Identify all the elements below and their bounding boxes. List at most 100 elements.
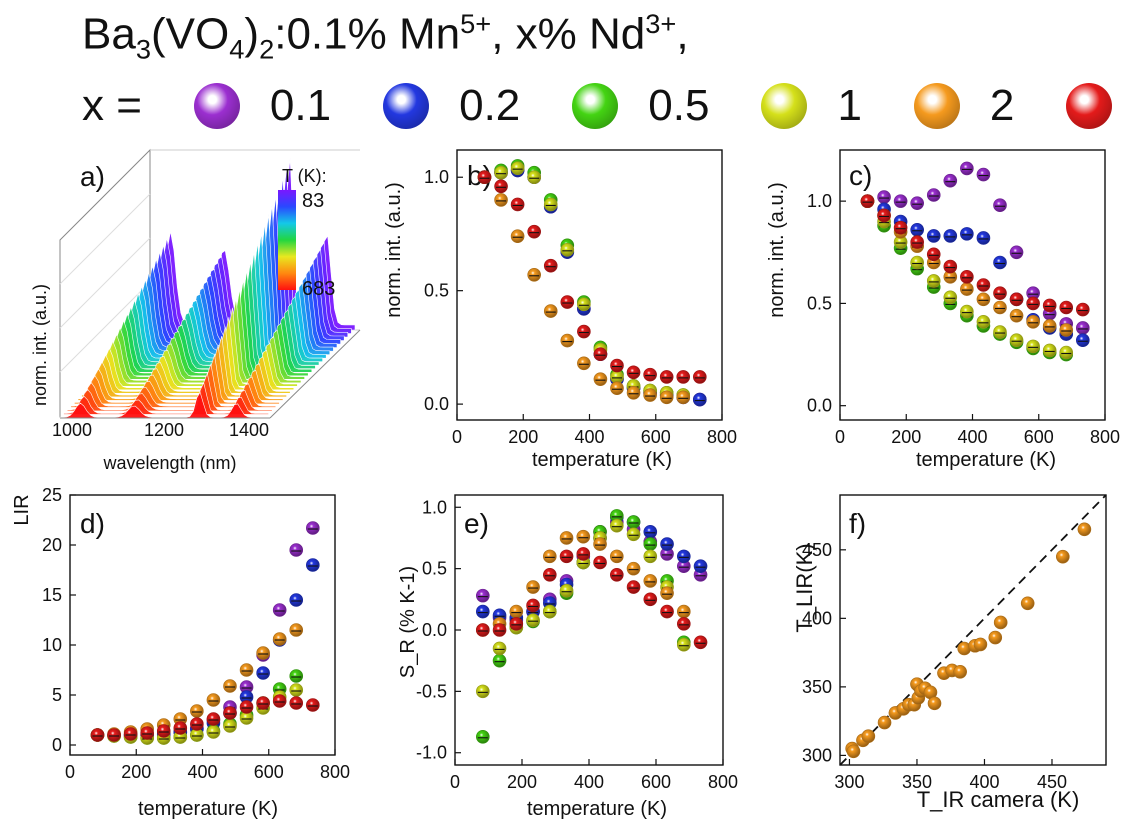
data-point xyxy=(173,721,188,735)
data-point xyxy=(256,646,270,660)
x-axis-title: wavelength (nm) xyxy=(102,453,236,473)
data-point xyxy=(509,604,524,619)
data-point xyxy=(543,304,558,318)
y-axis-title: LIR xyxy=(11,494,33,525)
legend-item: 0.5 xyxy=(520,81,709,131)
data-point xyxy=(492,623,507,637)
y-tick-label: -1.0 xyxy=(416,743,447,763)
x-tick-label: 0 xyxy=(835,427,845,447)
data-point xyxy=(476,604,490,619)
data-point xyxy=(877,190,891,204)
data-point xyxy=(476,623,490,637)
y-tick-label: 0.0 xyxy=(424,394,449,414)
data-point xyxy=(476,588,490,603)
y-axis-title: norm. int. (a.u.) xyxy=(766,182,788,318)
y-tick-label: 450 xyxy=(802,540,832,560)
legend-label: 0.2 xyxy=(459,81,521,130)
data-point xyxy=(610,518,624,533)
x-tick-label: 800 xyxy=(708,772,738,792)
x-tick-label: 200 xyxy=(121,762,151,782)
data-point xyxy=(659,370,674,384)
data-point xyxy=(877,715,892,730)
data-point xyxy=(239,700,254,714)
data-point xyxy=(993,286,1007,300)
data-point xyxy=(272,694,287,708)
panel-label: a) xyxy=(80,161,105,192)
data-point xyxy=(477,170,492,185)
legend-item: 1 xyxy=(709,81,862,131)
data-point xyxy=(1059,300,1074,315)
data-point xyxy=(677,549,691,564)
series-0.2 xyxy=(90,558,320,742)
x-tick-label: 200 xyxy=(507,772,537,792)
data-point xyxy=(960,270,974,284)
data-point xyxy=(543,604,557,619)
data-point xyxy=(560,295,575,309)
x-tick-label: 600 xyxy=(641,772,671,792)
data-point xyxy=(926,188,941,202)
data-point xyxy=(577,356,591,371)
data-point xyxy=(893,194,908,208)
data-point xyxy=(577,324,591,339)
legend-label: 1 xyxy=(837,81,862,130)
y-tick-label: 0.5 xyxy=(424,281,449,301)
data-point xyxy=(543,197,558,212)
data-point xyxy=(256,696,270,710)
data-point xyxy=(626,365,641,380)
panel-f: f) 300 350 400 450 300 350 400 450 xyxy=(802,494,1107,792)
data-point xyxy=(190,717,204,731)
data-point xyxy=(223,719,237,733)
data-point xyxy=(1009,245,1024,260)
y-axis-title: norm. int. (a.u.) xyxy=(383,182,405,318)
data-point xyxy=(559,549,574,564)
y-axis-title: S_R (% K-1) xyxy=(397,566,419,678)
data-point xyxy=(543,567,557,582)
x-tick-label: 400 xyxy=(574,427,604,447)
data-point xyxy=(1026,315,1040,329)
data-point xyxy=(494,165,508,180)
data-point xyxy=(626,527,641,542)
data-point xyxy=(593,537,607,551)
spectrum-ridge xyxy=(59,391,266,419)
data-point xyxy=(677,617,691,631)
x-tick-label: 200 xyxy=(508,427,538,447)
data-point xyxy=(576,529,591,544)
series-5 xyxy=(477,170,707,384)
data-point xyxy=(593,555,607,570)
data-point xyxy=(693,392,707,407)
data-point xyxy=(140,726,154,740)
data-point xyxy=(659,390,674,405)
x-tick-label: 400 xyxy=(187,762,217,782)
data-point xyxy=(643,592,658,607)
data-point xyxy=(560,333,575,348)
data-point xyxy=(643,549,658,564)
data-point xyxy=(610,358,624,373)
data-point xyxy=(239,663,254,677)
series-0.1 xyxy=(477,163,707,407)
data-point xyxy=(190,704,204,718)
data-point xyxy=(543,549,557,564)
data-point xyxy=(910,222,924,237)
data-point xyxy=(526,613,540,627)
data-point xyxy=(926,274,941,288)
legend-marker xyxy=(383,83,430,129)
data-point xyxy=(593,347,608,362)
figure-title: Ba3(VO4)2:0.1% Mn5+, x% Nd3+, xyxy=(82,8,689,65)
data-point xyxy=(272,603,287,617)
data-point xyxy=(976,231,991,245)
series-0.1 xyxy=(90,521,320,742)
series-1 xyxy=(476,518,691,699)
panel-label: c) xyxy=(849,160,872,191)
y-tick-label: 5 xyxy=(52,685,62,705)
data-point xyxy=(559,583,574,598)
data-point xyxy=(960,161,974,176)
y-tick-label: -0.5 xyxy=(416,681,447,701)
data-point xyxy=(893,220,908,235)
data-point xyxy=(846,744,861,759)
data-point xyxy=(593,372,608,386)
data-point xyxy=(1059,323,1074,337)
data-point xyxy=(660,586,674,600)
data-point xyxy=(289,543,304,557)
data-point xyxy=(256,666,270,680)
data-point xyxy=(660,604,674,619)
